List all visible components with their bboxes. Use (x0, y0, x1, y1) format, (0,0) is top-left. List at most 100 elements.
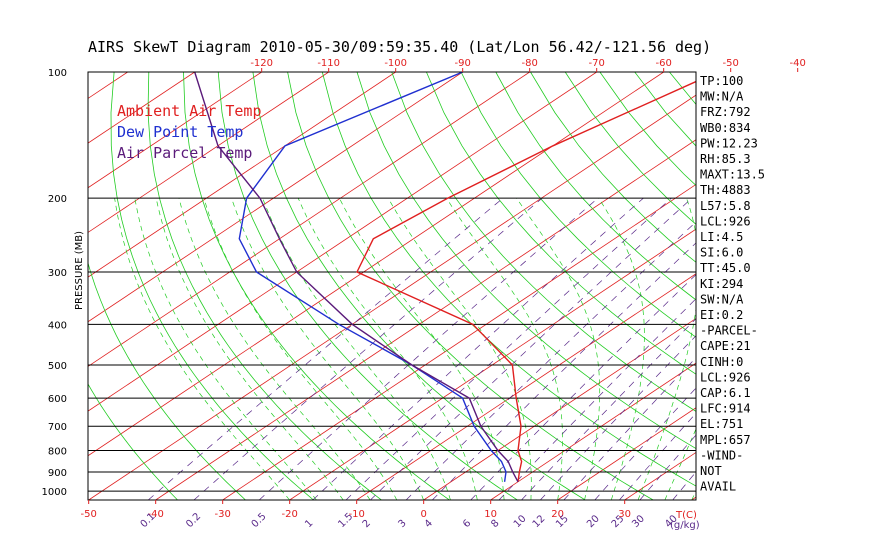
top-tick-label: -120 (250, 58, 273, 69)
bottom-tick-label: -40 (148, 509, 164, 520)
side-panel-item: FRZ:792 (700, 105, 751, 119)
isotherm-line (88, 72, 664, 457)
bottom-tick-label: 30 (618, 509, 631, 520)
mixing-ratio-label: 30 (630, 513, 647, 530)
chart-title: AIRS SkewT Diagram 2010-05-30/09:59:35.4… (88, 38, 711, 56)
pressure-tick-label: 500 (48, 361, 67, 372)
dry-adiabat-lines (88, 72, 870, 500)
isotherm-line (88, 72, 329, 233)
dry-adiabat-line (217, 72, 518, 500)
mixing-ratio-label: 12 (531, 513, 548, 530)
mixing-ratio-line (498, 298, 696, 500)
top-tick-label: -40 (790, 58, 806, 69)
side-panel-item: SW:N/A (700, 292, 744, 306)
isotherm-line (88, 72, 463, 323)
side-panel-item: KI:294 (700, 277, 743, 291)
bottom-tick-label: 20 (551, 509, 564, 520)
side-panel-item: MAXT:13.5 (700, 168, 765, 182)
series-line-ambient-air-temp (356, 80, 696, 482)
bottom-tick-label: -10 (349, 509, 365, 520)
legend-entry: Ambient Air Temp (117, 102, 262, 120)
plot-frame (87, 71, 697, 501)
side-panel-item: -PARCEL- (700, 324, 758, 338)
side-panel-item: TH:4883 (700, 183, 751, 197)
side-panel-item: -WIND- (700, 448, 743, 462)
bottom-tick-label: 10 (484, 509, 497, 520)
mixing-ratio-line (258, 197, 599, 500)
top-tick-label: -50 (723, 58, 739, 69)
dry-adiabat-line (321, 72, 696, 487)
isotherm-line (222, 183, 696, 500)
mixing-ratio-label: 0.5 (250, 511, 269, 530)
side-panel-item: PW:12.23 (700, 136, 758, 150)
isobar-lines (88, 197, 696, 492)
series-line-air-parcel-temp (194, 72, 519, 483)
pressure-tick-label: 1000 (42, 487, 67, 498)
bottom-tick-label: -20 (282, 509, 298, 520)
mixing-ratio-label: 4 (423, 518, 435, 530)
mixing-ratio-unit: (g/kg) (670, 520, 700, 531)
isotherm-line (88, 72, 128, 99)
dry-adiabat-line (110, 72, 314, 500)
pressure-tick-label: 900 (48, 468, 67, 479)
side-panel-item: EL:751 (700, 417, 743, 431)
mixing-ratio-line (405, 221, 696, 500)
mixing-ratio-line (432, 242, 696, 500)
dry-adiabat-line (808, 72, 870, 500)
mixing-ratio-label: 3 (396, 518, 408, 530)
dry-adiabat-line (252, 72, 586, 500)
series-line-dew-point-temp (238, 72, 507, 482)
pressure-tick-label: 800 (48, 447, 67, 458)
top-tick-label: -90 (455, 58, 471, 69)
top-tick-label: -60 (656, 58, 672, 69)
side-panel-item: TP:100 (700, 74, 743, 88)
mixing-ratio-lines (147, 197, 696, 500)
pressure-ticks: 100 200 300 400 500 600 700 800 900 1000 (42, 68, 67, 498)
pressure-tick-label: 300 (48, 268, 67, 279)
moist-adiabat-line (598, 198, 645, 500)
top-temperature-ticks: -120 -110 -100 -90 -80 -70 -60 -50 -40 (250, 58, 806, 72)
pressure-tick-label: 400 (48, 320, 67, 331)
dry-adiabat-line (183, 72, 450, 500)
pressure-tick-label: 600 (48, 394, 67, 405)
moist-adiabat-line (446, 198, 563, 500)
isotherm-line (88, 94, 696, 500)
legend-entry: Air Parcel Temp (117, 144, 252, 162)
moist-adiabat-line (155, 198, 344, 500)
moist-adiabat-line (203, 198, 398, 500)
dry-adiabat-line (426, 72, 696, 375)
side-panel-item: AVAIL (700, 480, 736, 494)
pressure-tick-label: 200 (48, 194, 67, 205)
isotherm-line (0, 72, 61, 500)
top-tick-label: -80 (522, 58, 538, 69)
mixing-ratio-line (470, 274, 696, 500)
dry-adiabat-line (460, 72, 696, 338)
dry-adiabat-line (739, 72, 870, 500)
moist-adiabat-lines (114, 197, 696, 500)
moist-adiabat-line (516, 197, 601, 500)
dry-adiabat-line (88, 261, 246, 500)
mixing-ratio-line (147, 197, 504, 500)
moist-adiabat-line (262, 198, 451, 500)
isotherm-line (88, 72, 597, 412)
bottom-temperature-ticks: -50 -40 -30 -20 -10 0 10 20 30 (81, 500, 631, 520)
pressure-tick-label: 700 (48, 422, 67, 433)
side-panel-item: CAPE:21 (700, 339, 751, 353)
moist-adiabat-line (637, 198, 696, 500)
mixing-ratio-line (312, 197, 644, 500)
isotherm-line (759, 72, 870, 500)
side-panel-item: LI:4.5 (700, 230, 743, 244)
side-panel-item: RH:85.3 (700, 152, 751, 166)
bottom-tick-label: -30 (215, 509, 231, 520)
mixing-ratio-line (521, 318, 696, 500)
dry-adiabat-line (843, 72, 870, 500)
dry-adiabat-line (495, 72, 696, 301)
y-axis-label: PRESSURE (MB) (74, 231, 85, 310)
side-panel-item: SI:6.0 (700, 246, 743, 260)
moist-adiabat-line (134, 198, 317, 500)
mixing-ratio-line (370, 197, 693, 500)
dry-adiabat-line (88, 383, 178, 500)
profile-lines (194, 72, 696, 483)
side-panel-item: CINH:0 (700, 355, 743, 369)
